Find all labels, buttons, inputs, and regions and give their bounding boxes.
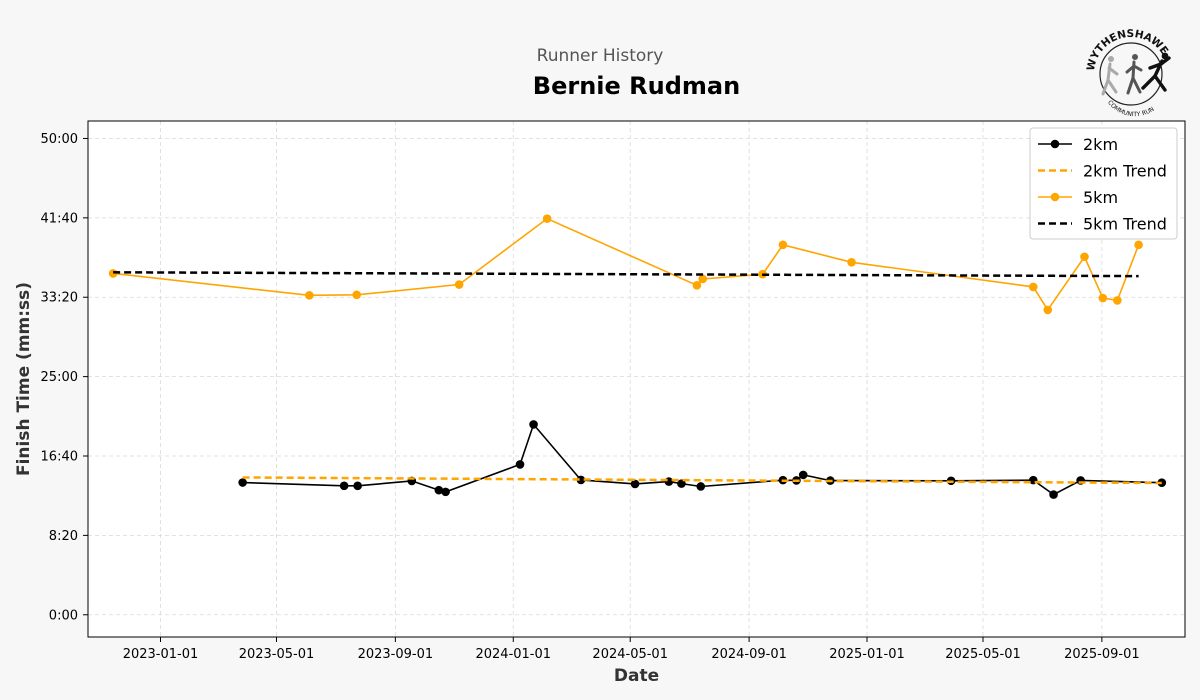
data-point-2km — [353, 481, 362, 491]
data-point-5km — [352, 290, 361, 300]
legend-box — [1029, 127, 1178, 240]
trend-line-2km-trend — [242, 476, 1162, 485]
data-point-2km — [630, 479, 640, 489]
y-tick-label: 33:20 — [41, 291, 78, 306]
legend: 2km 2km Trend 5km 5km Trend — [1029, 127, 1178, 240]
data-point-5km — [305, 291, 314, 300]
x-tick-label: 2024-01-01 — [475, 647, 551, 662]
data-point-5km — [1028, 282, 1038, 292]
wythenshawe-community-run-logo: WYTHENSHAWE COMMUNITY RUN — [1085, 28, 1171, 118]
data-point-2km — [1049, 490, 1058, 499]
data-point-2km — [529, 420, 538, 429]
data-point-5km — [1134, 240, 1143, 250]
data-point-2km — [677, 479, 686, 488]
data-point-5km — [454, 280, 464, 289]
data-point-2km — [798, 470, 808, 480]
chart-subtitle: Runner History — [536, 46, 664, 66]
data-point-2km — [576, 475, 586, 485]
legend-label-2km: 2km — [1083, 135, 1118, 154]
y-tick-label: 16:40 — [41, 450, 78, 465]
series-line-5km — [113, 217, 1140, 312]
data-point-5km — [1113, 296, 1122, 305]
data-point-5km — [778, 240, 788, 250]
series-5km-trend — [113, 271, 1139, 278]
y-axis-label: Finish Time (mm:ss) — [14, 282, 34, 476]
series-line-2km — [242, 422, 1162, 496]
data-point-2km — [696, 482, 706, 491]
grid — [88, 121, 1185, 637]
series-5km — [108, 214, 1143, 315]
plot-frame — [87, 120, 1186, 638]
x-tick-label: 2023-05-01 — [239, 647, 315, 662]
data-point-5km — [692, 281, 702, 290]
x-tick-label: 2025-09-01 — [1064, 647, 1140, 662]
data-point-5km — [847, 258, 856, 267]
x-tick-label: 2025-05-01 — [945, 647, 1021, 662]
data-point-5km — [1080, 252, 1089, 262]
data-point-2km — [434, 485, 444, 495]
x-tick-label: 2024-09-01 — [711, 647, 787, 662]
x-tick-label: 2023-09-01 — [358, 647, 434, 662]
plot-area — [88, 121, 1185, 637]
y-tick-label: 0:00 — [49, 608, 78, 623]
x-tick-label: 2023-01-01 — [123, 647, 199, 662]
y-tick-label: 25:00 — [41, 370, 78, 385]
y-tick-label: 8:20 — [49, 529, 78, 544]
data-point-5km — [1043, 305, 1053, 315]
y-tick-label: 50:00 — [41, 132, 78, 147]
data-point-2km — [664, 477, 674, 486]
legend-marker-5km — [1050, 192, 1060, 202]
data-point-2km — [441, 487, 450, 497]
series-2km-trend — [242, 476, 1162, 485]
data-point-2km — [515, 460, 525, 469]
legend-label-5km-trend: 5km Trend — [1083, 215, 1167, 234]
legend-label-2km-trend: 2km Trend — [1083, 162, 1167, 181]
data-point-5km — [542, 214, 552, 223]
legend-marker-2km — [1050, 139, 1060, 149]
data-point-2km — [238, 478, 247, 487]
legend-label-5km: 5km — [1083, 188, 1118, 207]
data-point-5km — [698, 274, 708, 284]
x-axis-label: Date — [614, 666, 659, 686]
x-tick-label: 2024-05-01 — [592, 647, 668, 662]
trend-line-5km-trend — [113, 271, 1139, 278]
data-point-2km — [339, 481, 349, 491]
chart-title: Bernie Rudman — [532, 72, 741, 100]
x-tick-label: 2025-01-01 — [829, 647, 905, 662]
running-figures-icon — [1101, 52, 1171, 96]
data-point-5km — [1098, 293, 1108, 303]
y-tick-label: 41:40 — [41, 211, 78, 226]
data-point-2km — [1157, 478, 1167, 487]
